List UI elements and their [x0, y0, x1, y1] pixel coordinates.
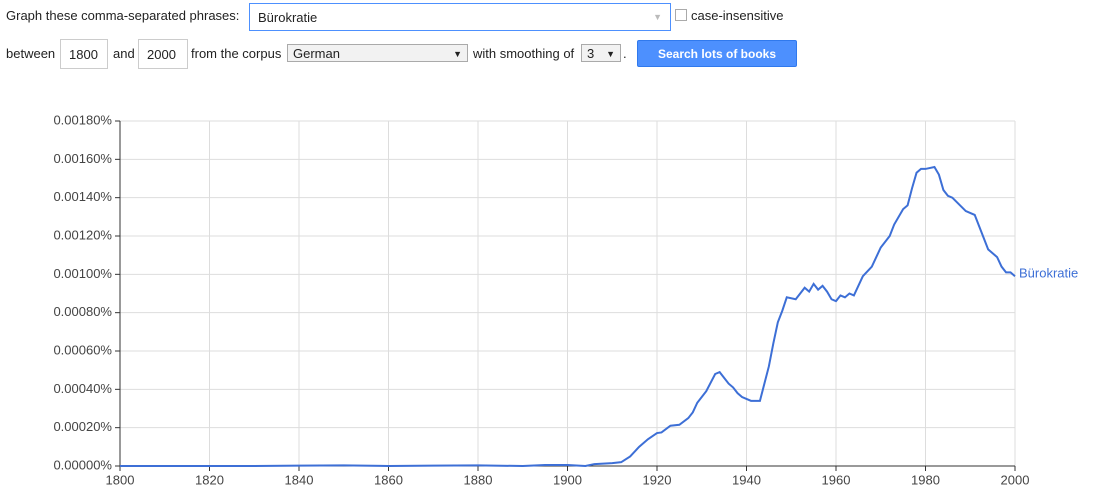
y-tick-label: 0.00000% — [53, 457, 112, 472]
input-arrow: ▼ — [653, 12, 662, 22]
case-label: case-insensitive — [691, 8, 784, 23]
smoothing-label: with smoothing of — [473, 46, 575, 61]
select-arrow: ▼ — [606, 49, 615, 59]
y-tick-label: 0.00100% — [53, 266, 112, 281]
x-tick-label: 1900 — [553, 472, 582, 487]
x-tick-label: 1920 — [643, 472, 672, 487]
phrase-value: Bürokratie — [258, 9, 318, 25]
start-year-input[interactable]: 1800 — [60, 39, 108, 69]
smoothing-select[interactable]: 3 ▼ — [581, 44, 621, 62]
x-tick-label: 2000 — [1001, 472, 1030, 487]
x-tick-label: 1820 — [195, 472, 224, 487]
y-tick-label: 0.00060% — [53, 342, 112, 357]
corpus-value: German — [293, 45, 340, 61]
y-tick-label: 0.00040% — [53, 381, 112, 396]
y-tick-label: 0.00140% — [53, 189, 112, 204]
x-tick-label: 1880 — [464, 472, 493, 487]
corpus-label: from the corpus — [191, 46, 282, 61]
x-tick-label: 1860 — [374, 472, 403, 487]
y-tick-label: 0.00080% — [53, 304, 112, 319]
phrase-input[interactable]: Bürokratie ▼ — [249, 3, 671, 31]
y-tick-label: 0.00160% — [53, 151, 112, 166]
x-tick-label: 1940 — [732, 472, 761, 487]
x-tick-label: 1840 — [285, 472, 314, 487]
y-tick-label: 0.00120% — [53, 227, 112, 242]
x-tick-label: 1980 — [911, 472, 940, 487]
search-button[interactable]: Search lots of books — [637, 40, 797, 67]
series-label: Bürokratie — [1019, 266, 1078, 281]
corpus-select[interactable]: German ▼ — [287, 44, 468, 62]
y-tick-label: 0.00180% — [53, 112, 112, 127]
smoothing-value: 3 — [587, 45, 595, 61]
select-arrow: ▼ — [453, 49, 462, 59]
and-label: and — [113, 46, 135, 61]
series-line — [120, 165, 1016, 468]
between-label: between — [6, 46, 56, 61]
x-tick-label: 1960 — [822, 472, 851, 487]
period: . — [623, 46, 627, 61]
x-tick-label: 1800 — [106, 472, 135, 487]
case-checkbox[interactable] — [675, 9, 687, 21]
end-year-input[interactable]: 2000 — [138, 39, 188, 69]
y-tick-label: 0.00020% — [53, 419, 112, 434]
phrase-label: Graph these comma-separated phrases: — [6, 8, 240, 23]
